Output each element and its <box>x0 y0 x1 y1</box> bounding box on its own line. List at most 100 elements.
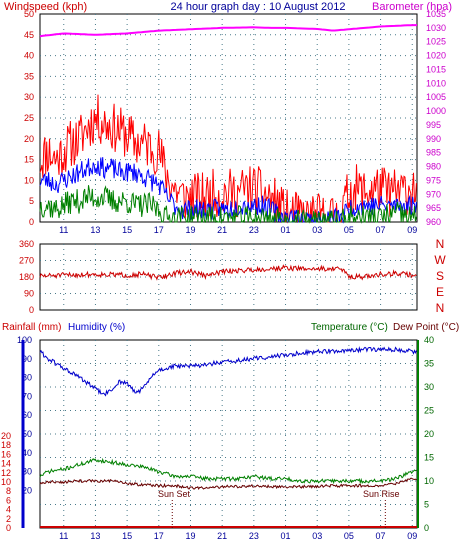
sunset-annotation: Sun Set <box>158 489 191 499</box>
y-tick-label: 45 <box>24 30 34 40</box>
y-tick-label: 270 <box>19 256 34 266</box>
series-average <box>39 157 417 224</box>
y-right-tick-label: 30 <box>424 382 434 392</box>
rain-tick-label: 6 <box>6 495 11 505</box>
y-tick-label: 15 <box>24 155 34 165</box>
rain-tick-label: 16 <box>1 449 11 459</box>
x-tick-label: 17 <box>154 531 164 541</box>
series-low <box>39 185 417 224</box>
humidity-tick-label: 70 <box>22 391 32 401</box>
y-right-tick-label: 20 <box>424 429 434 439</box>
series-direction <box>39 264 417 281</box>
x-tick-label: 21 <box>217 225 227 235</box>
x-tick-label: 23 <box>249 531 259 541</box>
x-tick-label: 01 <box>281 531 291 541</box>
rain-tick-label: 0 <box>6 523 11 533</box>
compass-label: E <box>436 285 444 299</box>
compass-label: S <box>436 269 444 283</box>
humidity-tick-label: 90 <box>22 354 32 364</box>
x-tick-label: 15 <box>122 531 132 541</box>
y-tick-label: 0 <box>29 305 34 315</box>
x-tick-label: 07 <box>376 225 386 235</box>
y-right-tick-label: 1025 <box>426 37 446 47</box>
y-right-tick-label: 25 <box>424 406 434 416</box>
humidity-tick-label: 60 <box>22 410 32 420</box>
temp-humidity-panel: 11 13 15 17 19 21 23 01 03 05 07 090510152025303540… <box>1 335 434 541</box>
x-tick-label: 03 <box>312 531 322 541</box>
x-tick-label: 19 <box>185 225 195 235</box>
x-tick-label: 13 <box>90 225 100 235</box>
humidity-tick-label: 80 <box>22 373 32 383</box>
series-barometer <box>39 24 417 38</box>
dewpoint-axis-title: Dew Point (°C) <box>393 322 459 333</box>
rain-tick-label: 8 <box>6 486 11 496</box>
y-right-tick-label: 985 <box>426 148 441 158</box>
rainfall-axis-title: Rainfall (mm) <box>2 322 61 333</box>
y-tick-label: 30 <box>24 92 34 102</box>
temperature-axis-title: Temperature (°C) <box>311 322 388 333</box>
y-right-tick-label: 1010 <box>426 78 446 88</box>
humidity-axis-title: Humidity (%) <box>68 322 125 333</box>
y-right-tick-label: 1015 <box>426 64 446 74</box>
y-right-tick-label: 980 <box>426 162 441 172</box>
sunrise-annotation: Sun Rise <box>363 489 400 499</box>
y-right-tick-label: 970 <box>426 189 441 199</box>
y-right-tick-label: 1030 <box>426 23 446 33</box>
y-right-tick-label: 995 <box>426 120 441 130</box>
y-right-tick-label: 5 <box>424 500 429 510</box>
y-tick-label: 0 <box>29 217 34 227</box>
humidity-tick-label: 20 <box>22 485 32 495</box>
compass-label: N <box>436 301 445 315</box>
compass-label: W <box>434 253 446 267</box>
x-tick-label: 09 <box>407 531 417 541</box>
rain-tick-label: 2 <box>6 514 11 524</box>
y-right-tick-label: 1000 <box>426 106 446 116</box>
y-right-tick-label: 975 <box>426 175 441 185</box>
series-temperature <box>39 457 417 485</box>
y-right-tick-label: 1005 <box>426 92 446 102</box>
y-right-tick-label: 960 <box>426 217 441 227</box>
y-tick-label: 10 <box>24 175 34 185</box>
x-tick-label: 05 <box>344 225 354 235</box>
x-tick-label: 03 <box>312 225 322 235</box>
series-gust <box>39 94 417 224</box>
plot-frame <box>39 243 418 311</box>
rain-tick-label: 12 <box>1 468 11 478</box>
rain-tick-label: 18 <box>1 440 11 450</box>
y-right-tick-label: 1035 <box>426 9 446 19</box>
windspeed-axis-title: Windspeed (kph) <box>4 1 87 13</box>
compass-label: N <box>436 237 445 251</box>
x-tick-label: 07 <box>376 531 386 541</box>
y-right-tick-label: 40 <box>424 335 434 345</box>
plot-frame <box>39 339 418 529</box>
x-tick-label: 23 <box>249 225 259 235</box>
y-right-tick-label: 990 <box>426 134 441 144</box>
humidity-tick-label: 30 <box>22 467 32 477</box>
x-tick-label: 19 <box>185 531 195 541</box>
y-tick-label: 180 <box>19 272 34 282</box>
x-tick-label: 17 <box>154 225 164 235</box>
x-tick-label: 09 <box>407 225 417 235</box>
x-tick-label: 01 <box>281 225 291 235</box>
series-humidity <box>39 346 417 397</box>
rain-tick-label: 10 <box>1 477 11 487</box>
chart-title: 24 hour graph day : 10 August 2012 <box>171 1 346 13</box>
rain-tick-label: 4 <box>6 505 11 515</box>
y-right-tick-label: 965 <box>426 203 441 213</box>
y-tick-label: 25 <box>24 113 34 123</box>
x-tick-label: 11 <box>59 225 68 235</box>
x-tick-label: 13 <box>90 531 100 541</box>
rain-tick-label: 14 <box>1 459 11 469</box>
y-tick-label: 40 <box>24 51 34 61</box>
y-right-tick-label: 35 <box>424 359 434 369</box>
y-tick-label: 20 <box>24 134 34 144</box>
rain-tick-label: 20 <box>1 431 11 441</box>
humidity-tick-label: 50 <box>22 429 32 439</box>
y-tick-label: 35 <box>24 71 34 81</box>
y-right-tick-label: 0 <box>424 523 429 533</box>
x-tick-label: 11 <box>59 531 68 541</box>
y-tick-label: 90 <box>24 289 34 299</box>
y-right-tick-label: 15 <box>424 453 434 463</box>
